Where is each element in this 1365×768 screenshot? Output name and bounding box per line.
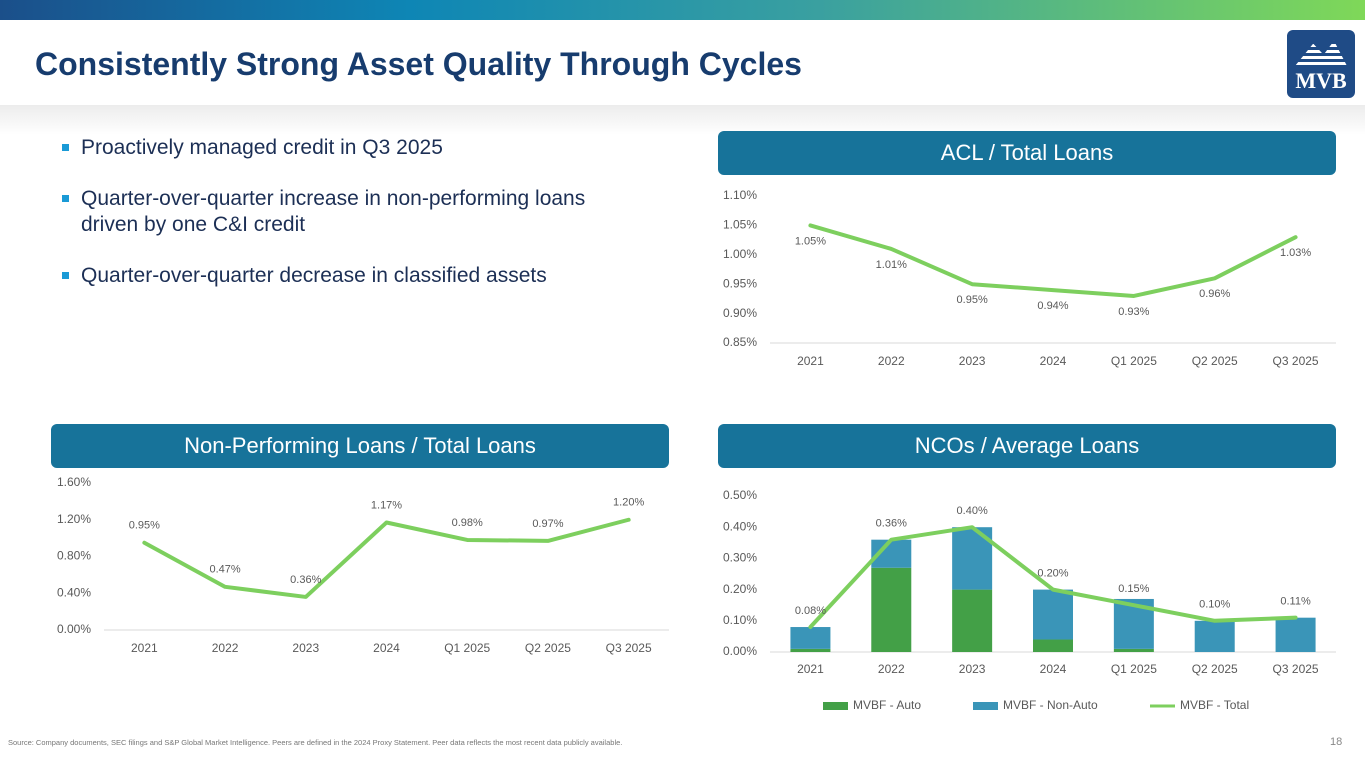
x-tick-label: 2024 <box>1040 662 1067 676</box>
header-shade <box>0 105 1365 135</box>
y-tick-label: 1.20% <box>57 512 91 526</box>
y-tick-label: 0.00% <box>723 644 757 658</box>
y-tick-label: 1.10% <box>723 188 757 202</box>
logo: MVB <box>1287 30 1355 98</box>
x-tick-label: 2024 <box>373 641 400 655</box>
x-tick-label: 2023 <box>292 641 319 655</box>
x-tick-label: Q2 2025 <box>1192 354 1238 368</box>
bar <box>1033 639 1073 652</box>
y-tick-label: 0.20% <box>723 582 757 596</box>
data-label: 0.36% <box>290 574 321 586</box>
y-tick-label: 0.00% <box>57 622 91 636</box>
y-tick-label: 0.40% <box>723 519 757 533</box>
bar <box>790 648 831 652</box>
panel-header <box>718 424 1336 468</box>
data-label: 1.03% <box>1280 247 1311 259</box>
line <box>808 223 1298 298</box>
bar <box>952 589 993 652</box>
bullet: Quarter-over-quarter increase in non-per… <box>60 186 620 238</box>
panel-title: Non-Performing Loans / Total Loans <box>184 433 536 458</box>
y-tick-label: 1.00% <box>723 247 757 261</box>
data-label: 1.17% <box>371 499 402 511</box>
bar <box>1113 648 1154 652</box>
x-tick-label: 2023 <box>959 662 986 676</box>
bullet: Quarter-over-quarter decrease in classif… <box>60 263 620 289</box>
x-tick-label: 2022 <box>878 662 905 676</box>
x-tick-label: Q1 2025 <box>444 641 490 655</box>
panel-title: NCOs / Average Loans <box>915 433 1140 458</box>
data-label: 1.05% <box>795 235 826 247</box>
x-tick-label: Q1 2025 <box>1111 662 1157 676</box>
data-label: 0.97% <box>532 518 563 530</box>
line <box>142 517 631 599</box>
bar <box>1033 589 1073 640</box>
bar <box>1194 620 1235 652</box>
y-tick-label: 0.30% <box>723 551 757 565</box>
data-label: 0.36% <box>876 518 907 530</box>
x-tick-label: 2021 <box>131 641 158 655</box>
bar <box>871 567 912 652</box>
bullet: Proactively managed credit in Q3 2025 <box>60 135 620 161</box>
data-label: 0.98% <box>452 517 483 529</box>
x-tick-label: 2022 <box>212 641 239 655</box>
data-label: 1.01% <box>876 259 907 271</box>
data-label: 0.93% <box>1118 306 1149 318</box>
y-tick-label: 0.80% <box>57 549 91 563</box>
y-tick-label: 1.60% <box>57 475 91 489</box>
data-label: 0.08% <box>795 605 826 617</box>
legend-label: MVBF - Non-Auto <box>1003 698 1098 712</box>
data-label: 0.15% <box>1118 583 1149 595</box>
panel-header <box>718 131 1336 175</box>
x-tick-label: Q3 2025 <box>1273 354 1319 368</box>
page-number: 18 <box>1330 736 1343 748</box>
y-tick-label: 0.10% <box>723 613 757 627</box>
data-label: 0.95% <box>957 294 988 306</box>
source-note: Source: Company documents, SEC filings a… <box>8 738 623 747</box>
x-tick-label: 2021 <box>797 662 824 676</box>
y-tick-label: 0.40% <box>57 585 91 599</box>
y-tick-label: 1.05% <box>723 218 757 232</box>
data-label: 0.96% <box>1199 288 1230 300</box>
x-tick-label: Q3 2025 <box>606 641 652 655</box>
data-label: 0.10% <box>1199 599 1230 611</box>
data-label: 0.11% <box>1280 596 1311 608</box>
x-tick-label: Q2 2025 <box>525 641 571 655</box>
x-tick-label: 2023 <box>959 354 986 368</box>
data-label: 0.95% <box>129 520 160 532</box>
x-tick-label: Q1 2025 <box>1111 354 1157 368</box>
line <box>808 525 1298 630</box>
legend-swatch <box>823 702 848 710</box>
bar <box>1275 617 1316 652</box>
top-bar <box>0 0 1365 20</box>
bar <box>790 627 831 649</box>
x-tick-label: 2024 <box>1040 354 1067 368</box>
x-tick-label: 2021 <box>797 354 824 368</box>
data-label: 0.20% <box>1037 568 1068 580</box>
y-tick-label: 0.95% <box>723 276 757 290</box>
x-tick-label: Q2 2025 <box>1192 662 1238 676</box>
y-tick-label: 0.90% <box>723 306 757 320</box>
data-label: 1.20% <box>613 497 644 509</box>
data-label: 0.47% <box>209 564 240 576</box>
legend-label: MVBF - Total <box>1180 698 1249 712</box>
panel-header <box>51 424 669 468</box>
legend-swatch <box>973 702 998 710</box>
y-tick-label: 0.85% <box>723 335 757 349</box>
x-tick-label: 2022 <box>878 354 905 368</box>
data-label: 0.94% <box>1037 300 1068 312</box>
legend-label: MVBF - Auto <box>853 698 921 712</box>
slide-title: Consistently Strong Asset Quality Throug… <box>35 46 802 82</box>
panel-title: ACL / Total Loans <box>941 140 1113 165</box>
data-label: 0.40% <box>957 505 988 517</box>
bullet-list: Proactively managed credit in Q3 2025 Qu… <box>60 135 620 314</box>
x-tick-label: Q3 2025 <box>1273 662 1319 676</box>
y-tick-label: 0.50% <box>723 488 757 502</box>
